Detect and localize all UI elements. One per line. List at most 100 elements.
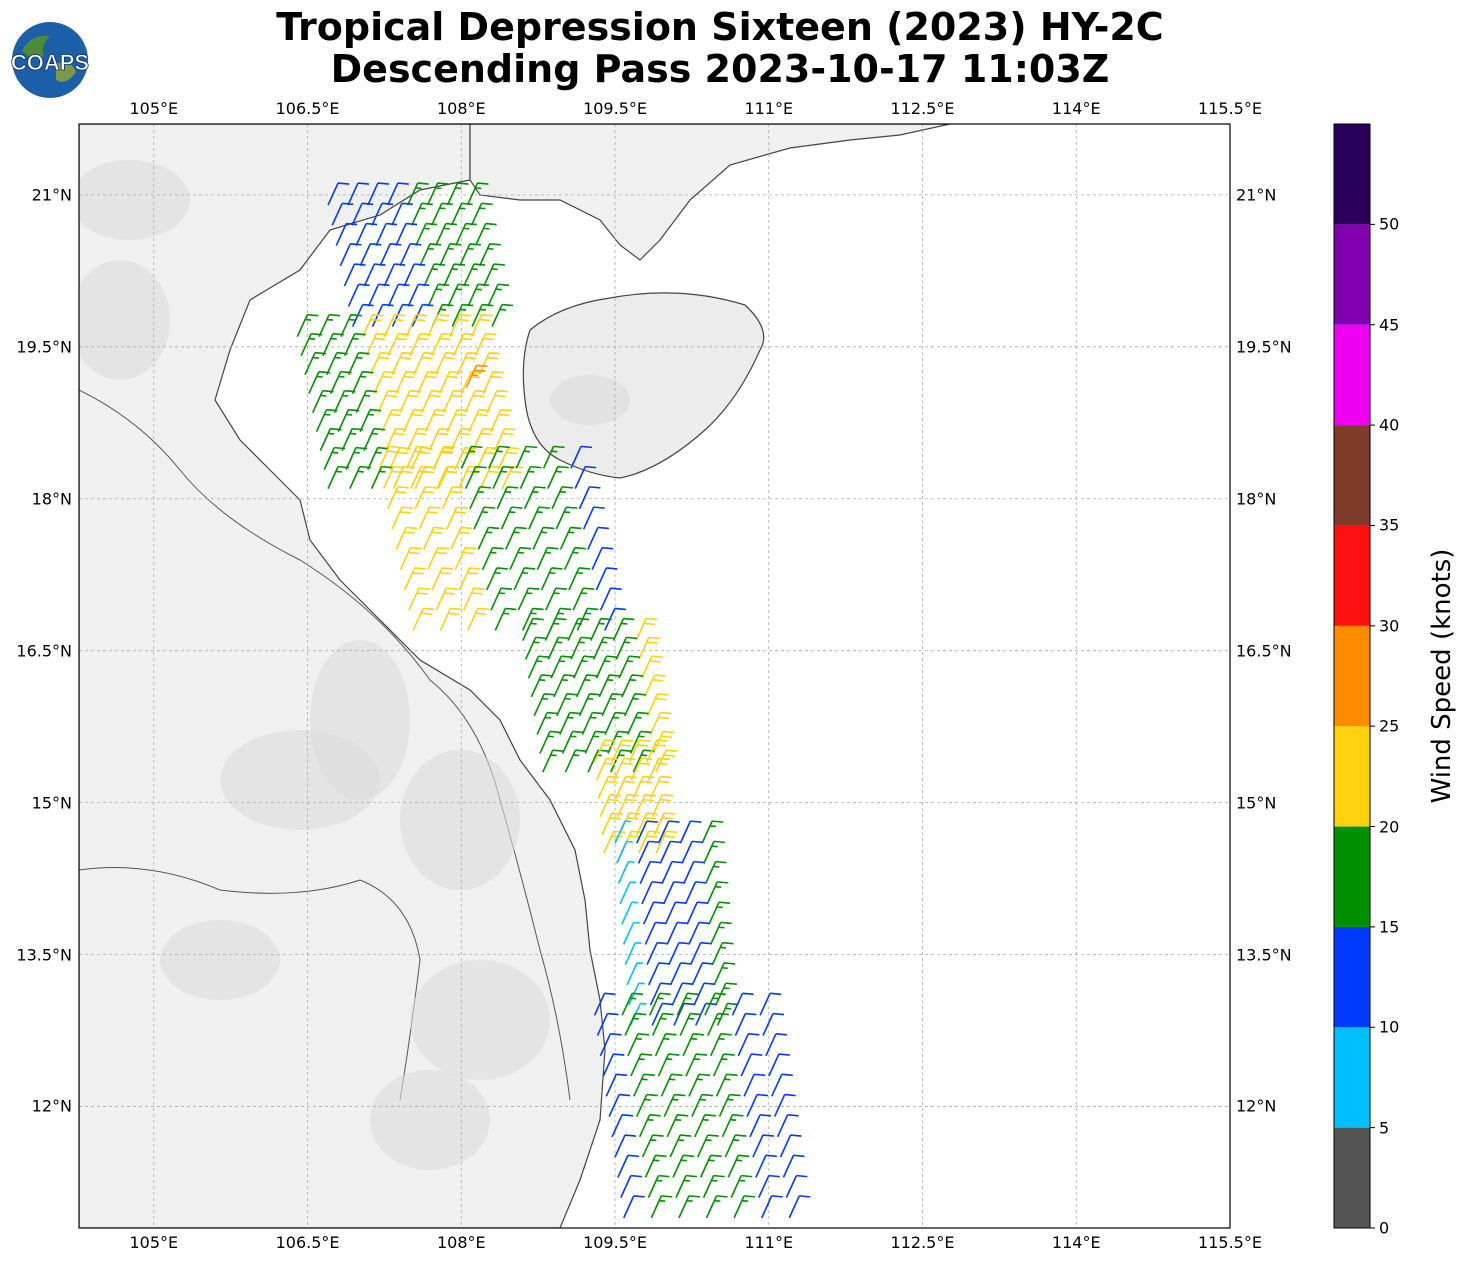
wind-barb: [759, 992, 782, 1016]
wind-barb: [555, 506, 578, 530]
wind-barb: [651, 1002, 674, 1026]
wind-barb: [318, 313, 341, 338]
wind-barb: [488, 445, 510, 469]
wind-barb: [779, 1134, 802, 1158]
wind-barb: [361, 313, 384, 338]
wind-barb: [540, 567, 563, 591]
wind-barb: [727, 1154, 750, 1178]
wind-barb: [428, 427, 451, 451]
colorbar-tick-label: 25: [1379, 716, 1400, 736]
wind-barb: [743, 1073, 766, 1097]
wind-barb: [355, 222, 378, 246]
wind-barb: [622, 921, 640, 945]
wind-barb: [375, 222, 398, 246]
wind-barb: [553, 674, 576, 698]
wind-barb: [391, 351, 414, 376]
lon-label-bottom: 112.5°E: [890, 1233, 955, 1252]
wind-barb: [663, 1093, 686, 1117]
wind-barb: [335, 222, 358, 246]
wind-barb: [422, 526, 445, 550]
lon-label-top: 112.5°E: [890, 99, 955, 118]
wind-barb: [596, 1012, 619, 1036]
colorbar-tick-label: 0: [1379, 1218, 1390, 1238]
wind-barb: [359, 408, 382, 432]
colorbar-bin: [1334, 425, 1370, 526]
wind-barb: [626, 962, 644, 986]
wind-barb: [474, 332, 497, 357]
wind-barb: [672, 1154, 695, 1178]
wind-barb: [439, 607, 462, 631]
wind-barb: [637, 840, 660, 864]
wind-barb: [466, 182, 489, 206]
colorbar-title: Wind Speed (knots): [1427, 548, 1457, 804]
wind-barb: [454, 546, 477, 570]
wind-barb: [522, 617, 544, 641]
wind-barb: [627, 1033, 650, 1057]
wind-barb: [533, 692, 556, 717]
wind-barb: [578, 486, 601, 510]
china-coast-landmass: [469, 124, 951, 261]
title-line-2: Descending Pass 2023-10-17 11:03Z: [330, 47, 1110, 91]
lat-label-right: 21°N: [1236, 185, 1277, 205]
wind-barb: [595, 757, 618, 781]
wind-barb: [486, 389, 508, 413]
wind-barb: [391, 202, 413, 226]
wind-barb: [319, 427, 342, 451]
wind-barb: [418, 506, 441, 530]
wind-barb: [439, 243, 461, 267]
wind-barb: [367, 182, 389, 206]
wind-barb: [333, 389, 356, 413]
wind-barb: [373, 370, 396, 395]
wind-barb: [323, 446, 346, 470]
wind-barb: [351, 370, 374, 395]
wind-barb: [755, 1154, 777, 1178]
wind-barb: [371, 202, 394, 226]
lat-label-right: 15°N: [1236, 793, 1277, 813]
wind-barb: [377, 389, 400, 413]
wind-barb: [523, 486, 546, 510]
wind-barb: [679, 820, 702, 844]
interior-border: [79, 389, 571, 1101]
wind-barb: [419, 243, 442, 267]
wind-barb: [651, 1012, 674, 1036]
wind-barb: [707, 1012, 729, 1036]
wind-speed-colorbar: [1333, 123, 1375, 1229]
wind-barb: [387, 332, 410, 357]
wind-barb: [470, 313, 493, 338]
wind-barb: [435, 222, 457, 246]
wind-barb: [433, 445, 456, 469]
wind-barb: [322, 332, 345, 357]
colorbar-bin: [1334, 826, 1370, 927]
wind-barb: [603, 830, 625, 854]
wind-barb: [363, 427, 386, 451]
wind-barb: [446, 408, 469, 432]
wind-barb: [405, 445, 428, 469]
wind-barb: [676, 992, 699, 1016]
wind-barb: [614, 820, 632, 844]
wind-barb: [662, 881, 685, 905]
wind-barb: [446, 182, 469, 206]
wind-barb: [388, 446, 411, 470]
lon-label-top: 106.5°E: [275, 99, 340, 118]
wind-barb: [771, 1073, 793, 1097]
wind-barb: [475, 446, 498, 470]
wind-barb: [545, 587, 567, 611]
wind-barb: [604, 711, 627, 735]
wind-barb: [733, 1195, 756, 1219]
wind-barb: [486, 567, 508, 591]
wind-barb: [471, 303, 494, 327]
wind-barb: [599, 1033, 622, 1057]
wind-barb: [547, 636, 570, 660]
wind-barb: [765, 1033, 787, 1057]
wind-barb: [296, 313, 319, 338]
wind-barb: [715, 1073, 738, 1097]
wind-barb: [483, 263, 505, 287]
wind-barb: [683, 860, 705, 884]
wind-barb: [494, 607, 517, 631]
wind-barb: [347, 283, 370, 307]
wind-barb: [773, 1093, 796, 1117]
terrain-patch: [310, 640, 410, 800]
wind-barb: [427, 313, 450, 338]
wind-barb: [701, 820, 724, 844]
wind-barb: [406, 427, 429, 451]
